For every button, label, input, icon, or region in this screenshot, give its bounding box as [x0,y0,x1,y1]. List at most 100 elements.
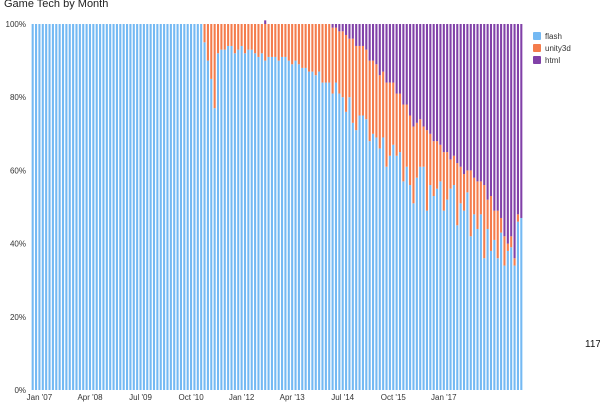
bar-html-136 [489,24,493,197]
bar-flash-50 [200,24,203,390]
bar-unity3d-79 [297,24,300,65]
bar-unity3d-59 [230,24,233,46]
bar-flash-1 [35,24,38,390]
bar-flash-56 [220,49,223,391]
bar-unity3d-127 [459,166,462,204]
x-axis: Jan '07 Apr '08 Jul '09 Oct '10 Jan '12 Apr '… [27,393,457,402]
bar-flash-77 [291,64,294,390]
bar-flash-52 [206,60,209,390]
bar-unity3d-143 [513,258,516,266]
bar-unity3d-75 [284,24,287,57]
bar-unity3d-68 [260,24,263,54]
bar-unity3d-115 [419,119,422,167]
bar-html-112 [409,24,412,116]
bar-flash-49 [196,24,199,390]
bar-flash-144 [516,221,519,390]
bar-flash-5 [48,24,51,390]
bar-flash-100 [368,141,371,390]
bar-flash-13 [75,24,78,390]
bar-flash-113 [412,203,415,390]
bar-html-120 [436,24,439,142]
bar-flash-15 [82,24,85,390]
bar-flash-18 [92,24,95,390]
bar-unity3d-131 [473,177,476,215]
bar-unity3d-67 [257,24,260,57]
bar-html-143 [513,24,516,259]
bar-unity3d-60 [233,24,236,54]
bar-flash-46 [186,24,189,390]
bar-unity3d-141 [506,243,509,251]
bar-html-94 [348,24,351,39]
bar-flash-17 [88,24,92,390]
bar-html-137 [493,24,496,211]
bar-flash-22 [105,24,108,390]
bar-flash-54 [213,108,216,391]
bar-unity3d-140 [503,236,506,266]
bar-flash-120 [436,188,439,390]
bar-html-104 [382,24,385,72]
bar-flash-29 [129,24,132,390]
bar-html-121 [439,24,442,145]
legend-swatch-unity3d [533,44,541,52]
bar-flash-106 [388,155,391,390]
bar-html-114 [415,24,418,123]
bar-unity3d-101 [372,60,375,134]
bar-unity3d-80 [301,24,304,68]
bar-flash-88 [328,82,331,390]
bar-html-90 [334,24,338,28]
bar-flash-139 [500,232,503,390]
bar-html-102 [375,24,378,65]
legend-label-html: html [545,55,561,65]
bar-html-142 [510,24,513,237]
bar-flash-98 [361,115,364,390]
bar-html-135 [486,24,489,200]
bar-flash-27 [122,24,125,390]
bar-flash-69 [264,60,267,390]
bar-unity3d-55 [216,24,220,54]
legend-item-unity3d[interactable]: unity3d [533,42,571,54]
bar-html-93 [345,24,348,35]
bar-html-96 [355,24,358,46]
bar-flash-132 [476,228,479,390]
bar-flash-76 [287,60,290,390]
bar-html-131 [473,24,476,178]
bar-flash-107 [392,144,395,390]
bar-html-123 [446,24,449,153]
bar-flash-61 [237,49,240,391]
bar-flash-4 [45,24,48,390]
bar-unity3d-113 [412,126,415,204]
bar-flash-57 [223,49,226,391]
legend-item-flash[interactable]: flash [533,30,571,42]
bar-unity3d-137 [493,210,496,240]
bar-unity3d-135 [486,199,489,229]
bar-unity3d-81 [304,24,307,68]
bar-flash-16 [85,24,88,390]
bar-html-140 [503,24,506,237]
bar-flash-23 [109,24,112,390]
bar-flash-28 [126,24,129,390]
x-tick-label: Oct '15 [381,393,407,402]
bar-html-105 [385,24,388,83]
bar-flash-111 [405,166,408,390]
bar-flash-60 [233,53,236,390]
bar-unity3d-56 [220,24,223,50]
bar-flash-19 [95,24,98,390]
bar-flash-33 [142,24,145,390]
bar-flash-125 [452,185,455,390]
bar-unity3d-84 [314,24,317,76]
bar-unity3d-86 [321,24,324,83]
bar-flash-99 [365,119,368,390]
bar-html-95 [351,24,354,39]
bar-unity3d-103 [378,75,381,149]
bar-flash-141 [506,250,509,390]
bar-unity3d-117 [425,130,428,211]
bar-html-126 [456,24,459,164]
bar-unity3d-90 [334,27,338,83]
bar-flash-14 [78,24,81,390]
bar-flash-45 [183,24,186,390]
legend-item-html[interactable]: html [533,54,571,66]
bar-flash-65 [250,49,253,391]
bar-flash-6 [51,24,54,390]
bar-unity3d-111 [405,104,408,167]
bar-html-113 [412,24,415,127]
